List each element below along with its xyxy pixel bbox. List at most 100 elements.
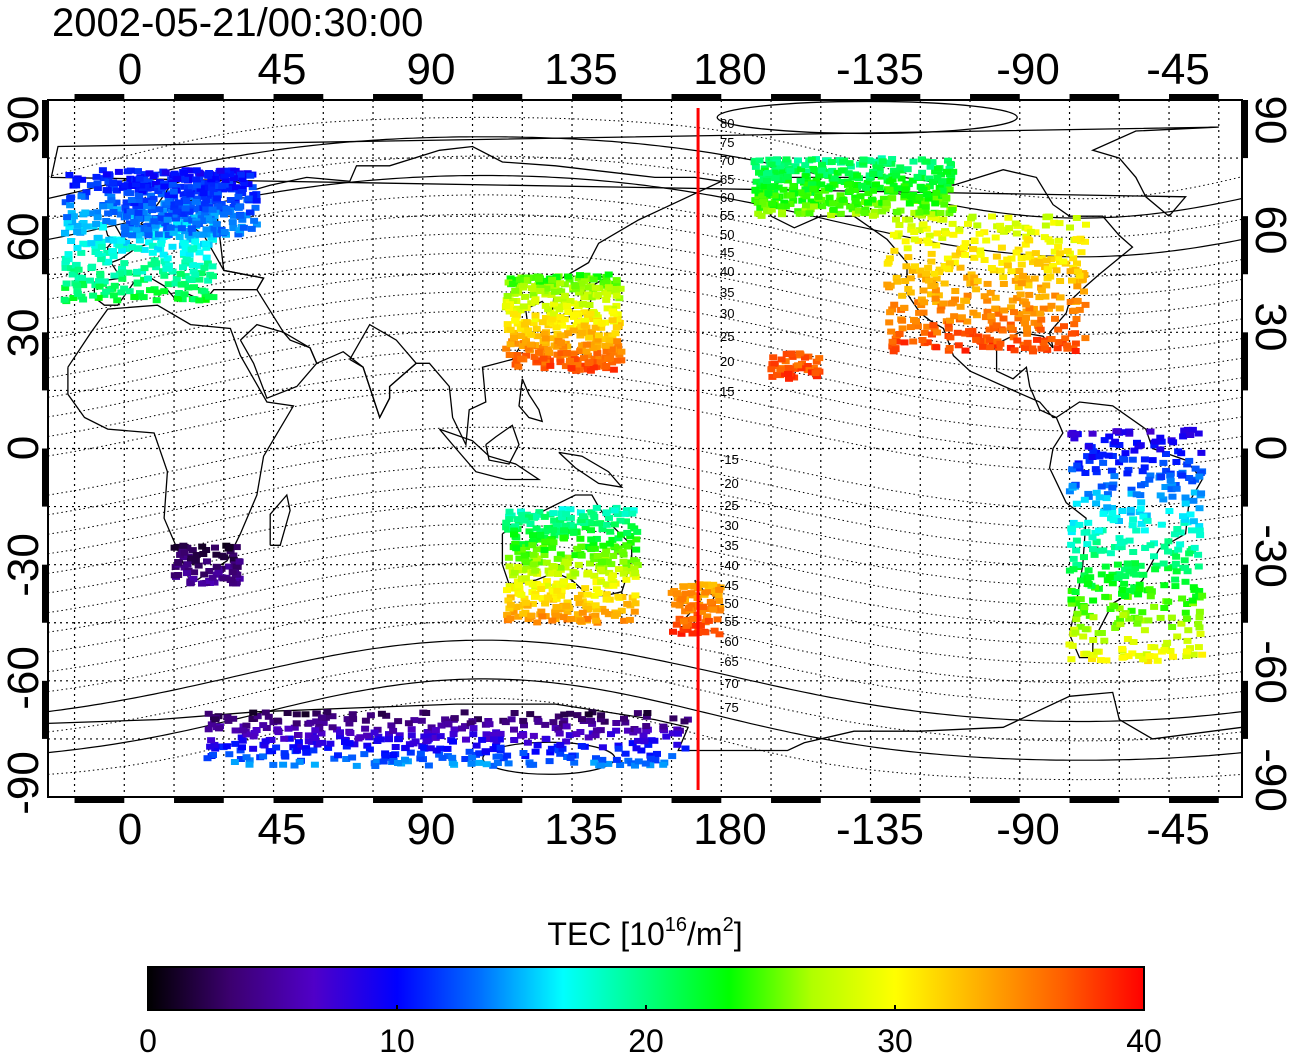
tec-cell (671, 601, 680, 608)
tec-cell (219, 575, 228, 582)
tec-cell (484, 718, 493, 724)
tec-cell (573, 712, 582, 719)
tec-cell (1194, 551, 1203, 558)
tec-cell (622, 576, 631, 583)
tec-cell (587, 294, 596, 301)
tec-cell (361, 717, 370, 724)
tec-cell (578, 609, 587, 616)
tec-cell (700, 581, 709, 588)
tec-cell (294, 739, 303, 746)
tec-cell (180, 169, 188, 176)
tec-cell (544, 346, 553, 353)
tec-cell (236, 756, 245, 762)
tec-cell (1110, 603, 1119, 610)
tec-cell (559, 534, 568, 541)
tec-cell (580, 309, 589, 316)
tec-cell (209, 752, 217, 758)
mlat-contour (48, 504, 1242, 587)
tec-cell (519, 282, 528, 289)
tec-cell (229, 556, 238, 563)
tec-cell (238, 176, 247, 182)
tec-cell (1190, 544, 1199, 551)
colorbar-ticks (147, 1005, 1145, 1010)
tec-cell (511, 287, 520, 294)
tec-cell (900, 192, 909, 199)
tec-cell (592, 586, 601, 593)
north-pole-contour (716, 100, 1018, 135)
tec-cell (190, 284, 198, 291)
lat-lon-grid (48, 100, 1242, 797)
tec-cell (594, 590, 603, 596)
tec-cell (1167, 614, 1176, 621)
tec-cell (933, 174, 942, 181)
tec-cell (504, 526, 513, 533)
tec-cell (1097, 571, 1106, 578)
tec-cell (1160, 605, 1169, 611)
coastline-madagascar (269, 493, 291, 546)
tec-cell (980, 338, 989, 345)
tec-cell (1076, 235, 1085, 242)
tec-cell (381, 753, 390, 759)
tec-cell (575, 289, 584, 296)
tec-cell (845, 188, 854, 195)
tec-cell (892, 274, 901, 281)
tec-cell (633, 562, 642, 568)
tec-cell (79, 220, 88, 226)
tec-cell (542, 315, 550, 321)
tec-cell (1190, 586, 1199, 593)
tec-cell (668, 730, 677, 737)
tec-cell (64, 251, 73, 258)
tec-cell (690, 583, 699, 590)
tec-cell (1053, 345, 1062, 352)
mlat-contour (48, 658, 1242, 742)
tec-cell (1146, 593, 1155, 600)
tec-cell (617, 357, 626, 364)
tec-cell (336, 733, 344, 740)
tec-cell (829, 181, 838, 188)
tec-cell (324, 744, 333, 751)
tec-cell (931, 295, 940, 302)
tec-cell (889, 348, 898, 355)
tec-cell (592, 535, 601, 542)
tec-cell (791, 163, 800, 170)
tec-cell (529, 761, 538, 768)
tec-cell (1166, 472, 1175, 479)
colorbar-tick-label: 10 (379, 1023, 415, 1057)
frame-bar-right (1242, 448, 1248, 507)
tec-cell (601, 551, 609, 558)
tec-cell (244, 195, 253, 202)
tec-cell (125, 288, 134, 295)
tec-cell (560, 527, 568, 534)
tec-cell (132, 203, 141, 210)
tec-cell (626, 568, 635, 575)
bottom-tick: -45 (1146, 805, 1210, 854)
tec-cell (1130, 447, 1139, 454)
tec-cell (921, 208, 930, 215)
tec-cell (180, 291, 189, 298)
tec-cell (802, 168, 811, 175)
tec-cell (1029, 305, 1038, 312)
tec-cell (639, 732, 648, 739)
tec-cell (226, 197, 235, 203)
left-tick: 90 (0, 96, 48, 145)
tec-cell (192, 552, 201, 558)
tec-cell (778, 370, 787, 377)
tec-cell (1080, 272, 1089, 278)
tec-cell (886, 309, 895, 316)
tec-cell (234, 193, 243, 200)
tec-cell (610, 507, 619, 514)
tec-cell (782, 156, 791, 163)
tec-cell (659, 761, 668, 768)
tec-cell (946, 334, 955, 341)
tec-cell (1073, 260, 1081, 267)
tec-cell (519, 750, 528, 756)
tec-cell (947, 300, 956, 307)
tec-cell (1194, 430, 1203, 437)
tec-cell (815, 355, 824, 362)
tec-cell (566, 710, 575, 717)
tec-cell (691, 622, 700, 629)
tec-cell (782, 350, 791, 357)
tec-cell (1023, 325, 1031, 332)
tec-cell (953, 329, 962, 336)
tec-cell (530, 593, 539, 600)
